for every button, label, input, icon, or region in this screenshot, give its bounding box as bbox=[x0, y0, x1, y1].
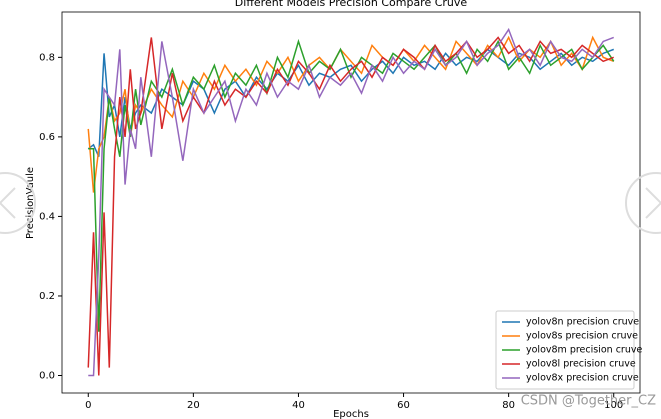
x-tick-label: 20 bbox=[187, 400, 200, 411]
legend-label: yolov8l precision cruve bbox=[526, 359, 636, 370]
x-axis-label: Epochs bbox=[333, 409, 369, 419]
prev-arrow bbox=[0, 187, 16, 219]
y-tick-label: 0.8 bbox=[39, 52, 55, 63]
legend-box bbox=[495, 310, 635, 390]
series-line bbox=[88, 38, 615, 332]
y-tick-label: 0.4 bbox=[39, 211, 55, 222]
next-arrow bbox=[645, 187, 661, 219]
x-tick-label: 0 bbox=[85, 400, 91, 411]
prev-button[interactable] bbox=[0, 172, 36, 234]
series-line bbox=[87, 35, 614, 193]
axes-frame bbox=[61, 11, 641, 394]
series-line bbox=[87, 48, 614, 158]
y-tick-label: 0.2 bbox=[39, 291, 55, 302]
legend-label: yolov8s precision cruve bbox=[526, 331, 638, 342]
legend-label: yolov8n precision cruve bbox=[526, 317, 639, 328]
legend: yolov8n precision cruve yolov8s precision… bbox=[495, 310, 642, 390]
x-tick-label: 80 bbox=[502, 400, 515, 411]
y-tick-label: 0.0 bbox=[39, 371, 55, 382]
watermark: CSDN @Together_CZ bbox=[521, 394, 656, 409]
x-tick-label: 100 bbox=[604, 400, 623, 411]
series-line bbox=[88, 27, 614, 377]
y-tick-label: 0.6 bbox=[39, 132, 55, 143]
x-tick-label: 60 bbox=[397, 400, 410, 411]
next-button[interactable] bbox=[625, 172, 661, 234]
chart-title: Different Models Precision Compare Cruve bbox=[235, 0, 468, 9]
legend-label: yolov8m precision cruve bbox=[526, 345, 642, 356]
y-axis-label: PrecisionVaule bbox=[25, 167, 36, 239]
legend-label: yolov8x precision cruve bbox=[526, 373, 639, 384]
x-tick-label: 40 bbox=[292, 400, 305, 411]
series-line bbox=[87, 36, 614, 376]
plot-area: 0 20 40 60 80 100 0.0 0.2 0.4 0.6 0.8 yolov8n preci… bbox=[39, 11, 642, 411]
